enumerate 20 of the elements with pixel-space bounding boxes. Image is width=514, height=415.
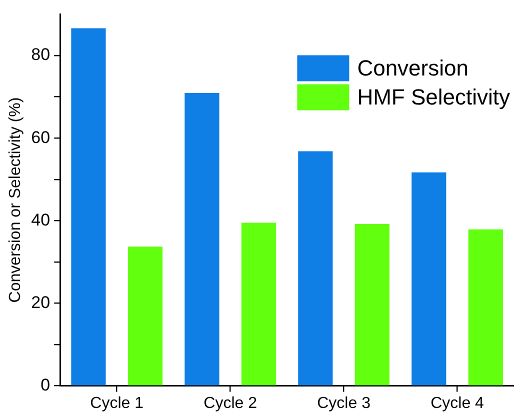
bar xyxy=(298,151,333,386)
bar xyxy=(468,229,503,386)
bar xyxy=(241,222,276,386)
y-tick-label: 40 xyxy=(31,210,50,230)
x-tick-label: Cycle 3 xyxy=(317,394,371,412)
y-axis-title: Conversion or Selectivity (%) xyxy=(7,97,24,303)
legend-label: HMF Selectivity xyxy=(357,84,510,110)
y-tick-label: 80 xyxy=(31,45,50,64)
x-tick-label: Cycle 2 xyxy=(204,394,258,412)
bar xyxy=(354,224,390,386)
x-tick-label: Cycle 1 xyxy=(90,394,144,412)
y-tick-label: 20 xyxy=(31,292,50,312)
bar xyxy=(71,28,106,386)
bar xyxy=(412,172,446,386)
y-tick-label: 60 xyxy=(31,128,50,147)
bar xyxy=(184,93,220,386)
legend-label: Conversion xyxy=(357,55,468,80)
y-tick-label: 0 xyxy=(40,375,50,394)
bar xyxy=(128,246,163,386)
x-tick-label: Cycle 4 xyxy=(430,394,484,412)
